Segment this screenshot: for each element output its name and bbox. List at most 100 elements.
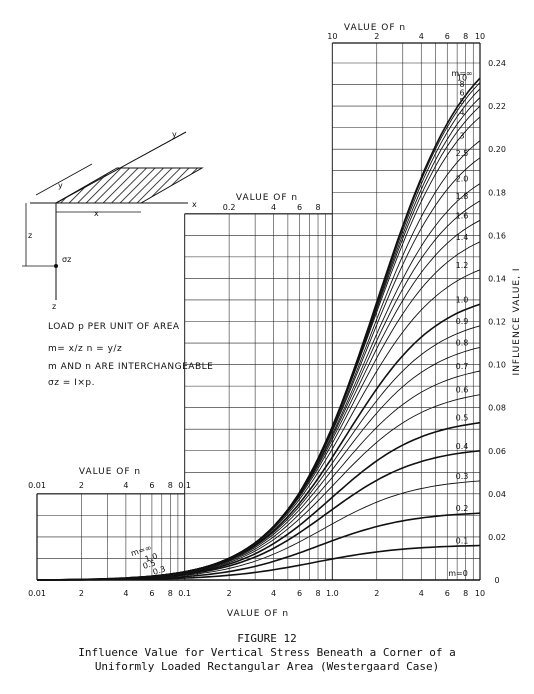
upper-axis1-tick: 2 — [79, 481, 84, 490]
upper-axis3-tick: 6 — [445, 32, 450, 41]
sketch-x-dim: x — [94, 209, 99, 218]
upper-axis2-tick: 6 — [297, 203, 302, 212]
x-tick-label: 4 — [419, 589, 424, 598]
left-curve-label: 1.0 — [144, 551, 159, 563]
upper-axis3-tick: 4 — [419, 32, 424, 41]
curve-label: 8 — [459, 80, 464, 89]
x-tick-label: 4 — [123, 589, 128, 598]
note-sigma: σz = I×p. — [48, 378, 95, 388]
y-tick-label: 0.06 — [488, 447, 506, 456]
y-tick-label: 0.02 — [488, 533, 506, 542]
curve-label: 5 — [459, 97, 464, 106]
upper-axis2-tick: 0.2 — [223, 203, 236, 212]
x-tick-label: 6 — [297, 589, 302, 598]
y-axis-line — [55, 131, 187, 204]
upper-axis2-tick: 8 — [315, 203, 320, 212]
loaded-area-sketch: x y y x z z σz — [22, 130, 204, 311]
y-tick-label: 0.10 — [488, 361, 506, 370]
curve-1.6 — [37, 219, 481, 581]
figure-caption-line1: Influence Value for Vertical Stress Bene… — [78, 646, 456, 659]
figure-caption-line2: Uniformly Loaded Rectangular Area (Weste… — [94, 660, 440, 673]
x-tick-label: 2 — [79, 589, 84, 598]
note-m-def: m= x/z n = y/z — [48, 344, 123, 354]
y-tick-label: 0.14 — [488, 274, 506, 283]
curve-label: 2.0 — [456, 175, 469, 184]
sketch-z-dim: z — [28, 231, 32, 240]
sketch-x-label: x — [192, 200, 197, 209]
upper-axis3-label: VALUE OF n — [344, 23, 406, 33]
upper-axis3-tick: 8 — [463, 32, 468, 41]
y-axis-label: INFLUENCE VALUE, I — [512, 268, 522, 376]
sketch-sigma-label: σz — [62, 255, 71, 264]
left-curve-label: 0.1 — [186, 568, 201, 580]
curve-8 — [37, 88, 481, 581]
x-tick-label: 6 — [149, 589, 154, 598]
sketch-y-label: y — [172, 130, 177, 139]
curve-label: 1.8 — [456, 192, 469, 201]
y-tick-label: 0.24 — [488, 59, 506, 68]
curve-label: 1.4 — [456, 233, 469, 242]
x-tick-label: 8 — [463, 589, 468, 598]
sketch-z-label: z — [52, 302, 56, 311]
upper-axis3-tick: 10 — [327, 32, 337, 41]
x-tick-label: 4 — [271, 589, 276, 598]
curve-label: 6 — [459, 88, 464, 97]
curve-label: 0.9 — [456, 317, 469, 326]
curve-label: m=∞ — [451, 69, 472, 78]
x-tick-label: 2 — [227, 589, 232, 598]
curve-label: 0.5 — [456, 414, 469, 423]
upper-axis1-tick: 6 — [149, 481, 154, 490]
upper-axis2-tick: 4 — [271, 203, 276, 212]
y-tick-label: 0.04 — [488, 490, 506, 499]
x-tick-label: 0.1 — [178, 589, 191, 598]
curve-label: 0.4 — [456, 442, 469, 451]
y-tick-label: 0.22 — [488, 102, 506, 111]
curve-1.2 — [37, 269, 481, 581]
x-tick-label: 6 — [445, 589, 450, 598]
curve-label: 0.7 — [456, 362, 469, 371]
left-curve-label: 0.3 — [152, 564, 167, 576]
curve-label: 3 — [459, 132, 464, 141]
y-tick-label: 0.12 — [488, 318, 506, 327]
chart-curves — [37, 77, 481, 581]
x-tick-label: 10 — [475, 589, 485, 598]
note-load: LOAD p PER UNIT OF AREA — [48, 322, 180, 332]
y-tick-label: 0.08 — [488, 404, 506, 413]
curve-6 — [37, 97, 481, 581]
x-tick-label: 0.01 — [28, 589, 46, 598]
upper-axis1-label: VALUE OF n — [79, 467, 141, 477]
curve-label: 0.8 — [456, 338, 469, 347]
note-interchangeable: m AND n ARE INTERCHANGEABLE — [48, 362, 214, 372]
curve-label: 1.6 — [456, 211, 469, 220]
x-tick-label: 1.0 — [326, 589, 339, 598]
curve-label: 0.1 — [456, 537, 469, 546]
upper-axis3-tick: 2 — [374, 32, 379, 41]
loaded-area — [54, 167, 204, 204]
upper-axis2-label: VALUE OF n — [236, 193, 298, 203]
sketch-y-dim: y — [58, 181, 63, 190]
figure-number: FIGURE 12 — [237, 632, 297, 645]
curve-0.1 — [37, 544, 481, 581]
upper-axis1-tick: 4 — [123, 481, 128, 490]
x-tick-label: 8 — [168, 589, 173, 598]
curve-1.8 — [37, 200, 481, 581]
curve-label-m0: m=0 — [448, 569, 468, 578]
chart-grids — [36, 42, 481, 581]
curve-label: 0.2 — [456, 504, 469, 513]
y-tick-label: 0.20 — [488, 145, 506, 154]
curve-label: 0.6 — [456, 386, 469, 395]
y-tick-label: 0.16 — [488, 231, 506, 240]
upper-axis1-tick: 0.1 — [178, 481, 191, 490]
upper-axis1-tick: 0.01 — [28, 481, 46, 490]
y-tick-label: 0 — [494, 576, 499, 585]
x-axis-label: VALUE OF n — [227, 609, 289, 619]
curve-label: 10 — [457, 73, 467, 82]
upper-axis1-tick: 8 — [168, 481, 173, 490]
curve-1.4 — [37, 241, 481, 581]
upper-axis3-tick: 10 — [475, 32, 485, 41]
left-curve-label: 0.5 — [142, 558, 157, 570]
curve-label: 2.5 — [456, 149, 469, 158]
curve-label: 0.3 — [456, 472, 469, 481]
curve-label: 1.0 — [456, 295, 469, 304]
